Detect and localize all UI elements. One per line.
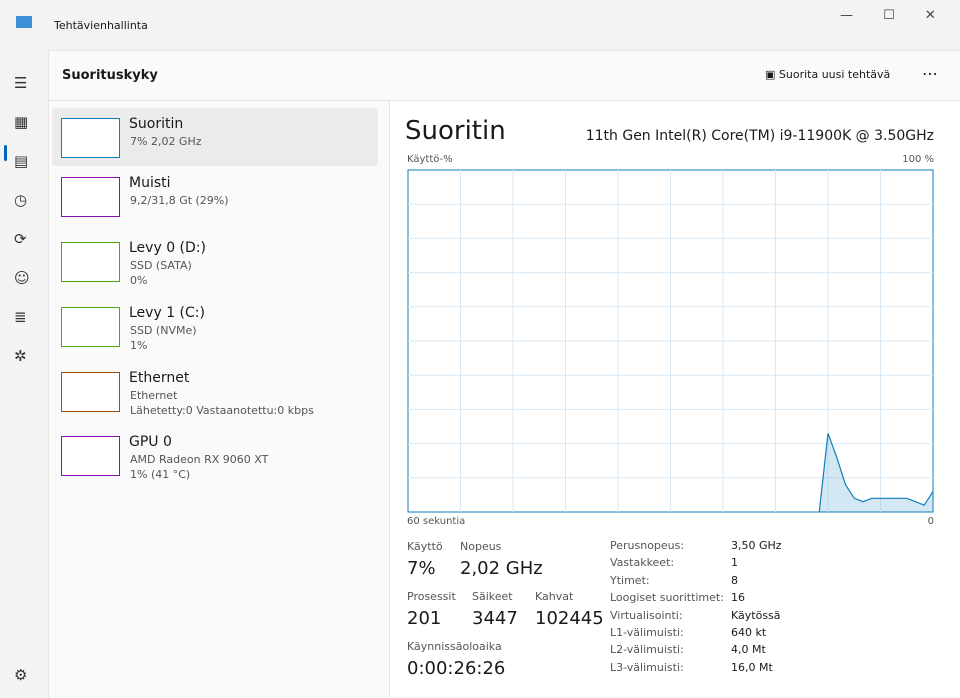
nav-indicator bbox=[4, 145, 7, 161]
spec-value: 4,0 Mt bbox=[731, 643, 766, 657]
device-detail: Lähetetty:0 Vastaanotettu:0 kbps bbox=[130, 404, 314, 417]
spec-label: Loogiset suorittimet: bbox=[610, 591, 724, 605]
device-detail: SSD (SATA) bbox=[130, 259, 192, 272]
usage-area bbox=[819, 433, 933, 512]
spec-value: Käytössä bbox=[731, 608, 781, 622]
thumbnail bbox=[61, 372, 120, 412]
spec-label: Perusnopeus: bbox=[610, 539, 685, 552]
window-title: Tehtävienhallinta bbox=[54, 19, 148, 32]
spec-value: 8 bbox=[731, 573, 738, 587]
device-detail: 0% bbox=[130, 274, 148, 287]
run-task[interactable]: ▣ Suorita uusi tehtävä bbox=[765, 68, 891, 81]
device-detail: 1% bbox=[130, 339, 148, 352]
device-name: Muisti bbox=[129, 175, 171, 191]
window-controls[interactable]: — ☐ ✕ bbox=[840, 8, 936, 23]
spec-value: 3,50 GHz bbox=[731, 539, 782, 552]
spec-value: 1 bbox=[731, 556, 738, 570]
spec-label: Vastakkeet: bbox=[610, 556, 675, 570]
x-left-label: 60 sekuntia bbox=[407, 516, 466, 527]
device-detail: AMD Radeon RX 9060 XT bbox=[130, 453, 269, 466]
more[interactable]: ⋯ bbox=[922, 64, 938, 83]
stat-value: 102445 bbox=[535, 608, 604, 629]
device-name: Levy 0 (D:) bbox=[129, 240, 206, 256]
stat-label: Nopeus bbox=[460, 540, 502, 553]
stat-value: 3447 bbox=[472, 608, 518, 629]
spec-label: L1-välimuisti: bbox=[610, 626, 684, 639]
nav-rail[interactable]: ☰ ▦ ▤ ◷ ⟳ ☺ ≣ ✲ bbox=[14, 74, 30, 365]
run-task-label: Suorita uusi tehtävä bbox=[778, 68, 891, 81]
device-name: GPU 0 bbox=[129, 434, 172, 450]
stat-value: 7% bbox=[407, 558, 436, 579]
page-title: Suorituskyky bbox=[62, 68, 158, 83]
stat-label: Kahvat bbox=[535, 590, 574, 603]
divider bbox=[48, 100, 960, 101]
spec-label: Virtualisointi: bbox=[610, 608, 683, 622]
x-right-label: 0 bbox=[927, 516, 934, 527]
spec-value: 16,0 Mt bbox=[731, 660, 773, 674]
stat-label: Käynnissäoloaika bbox=[407, 640, 502, 653]
cpu-model: 11th Gen Intel(R) Core(TM) i9-11900K @ 3… bbox=[585, 128, 934, 144]
stat-label: Prosessit bbox=[407, 590, 456, 603]
app-icon bbox=[16, 16, 32, 28]
thumbnail bbox=[61, 118, 120, 158]
spec-label: L2-välimuisti: bbox=[610, 643, 684, 657]
device-name: Suoritin bbox=[129, 116, 184, 132]
stat-label: Säikeet bbox=[472, 590, 513, 603]
spec-value: 16 bbox=[731, 591, 745, 605]
y-label: Käyttö-% bbox=[407, 154, 453, 165]
device-detail: SSD (NVMe) bbox=[130, 324, 197, 337]
spec-label: Ytimet: bbox=[610, 573, 650, 587]
device-detail: 7% 2,02 GHz bbox=[130, 135, 202, 148]
panel-title: Suoritin bbox=[405, 116, 506, 146]
stat-value: 2,02 GHz bbox=[460, 558, 543, 579]
stat-label: Käyttö bbox=[407, 540, 443, 553]
device-name: Ethernet bbox=[129, 370, 190, 386]
settings[interactable]: ⚙ bbox=[14, 666, 28, 684]
spec-value: 640 kt bbox=[731, 626, 767, 639]
thumbnail bbox=[61, 177, 120, 217]
spec-label: L3-välimuisti: bbox=[610, 660, 684, 674]
thumbnail bbox=[61, 436, 120, 476]
usage-line bbox=[818, 433, 934, 513]
device-detail: 9,2/31,8 Gt (29%) bbox=[130, 194, 229, 207]
device-detail: Ethernet bbox=[130, 389, 178, 402]
thumbnail bbox=[61, 307, 120, 347]
stat-value: 0:00:26:26 bbox=[407, 658, 506, 679]
device-detail: 1% (41 °C) bbox=[130, 468, 191, 481]
cpu-graph bbox=[407, 169, 934, 513]
device-name: Levy 1 (C:) bbox=[129, 305, 205, 321]
thumbnail bbox=[61, 242, 120, 282]
y-max-label: 100 % bbox=[902, 154, 934, 165]
stat-value: 201 bbox=[407, 608, 442, 629]
